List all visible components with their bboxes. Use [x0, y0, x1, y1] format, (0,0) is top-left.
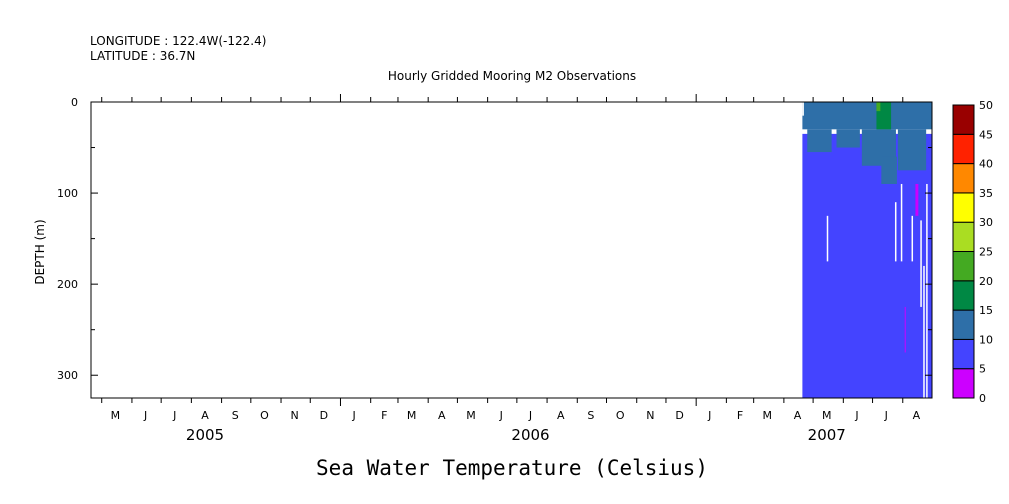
data-block-10 — [904, 306, 906, 353]
plot-frame — [90, 101, 933, 399]
colorbar-swatch — [952, 280, 975, 311]
month-label: N — [646, 409, 654, 422]
data-gap-6 — [923, 265, 925, 398]
data-block-3 — [836, 129, 860, 148]
month-label: A — [201, 409, 209, 422]
month-label: M — [407, 409, 417, 422]
colorbar: 0 5 10 15 20 25 30 35 40 45 50 — [952, 99, 993, 405]
colorbar-swatch — [952, 192, 975, 223]
month-label: M — [763, 409, 773, 422]
month-label: J — [528, 409, 532, 422]
year-label: 2007 — [808, 426, 846, 444]
data-block-2 — [807, 129, 832, 153]
data-gap-5 — [920, 220, 922, 307]
data-block-6 — [897, 129, 927, 171]
colorbar-level-label: 0 — [979, 392, 986, 405]
data-gap-3 — [900, 183, 903, 262]
month-label: F — [381, 409, 387, 422]
colorbar-level-label: 5 — [979, 363, 986, 376]
month-label: M — [466, 409, 476, 422]
month-label: F — [737, 409, 743, 422]
longitude-label: LONGITUDE : 122.4W(-122.4) — [90, 34, 266, 48]
colorbar-level-label: 10 — [979, 333, 993, 346]
data-block-1 — [802, 102, 932, 130]
data-layer — [802, 102, 932, 398]
month-label: J — [351, 409, 355, 422]
colorbar-level-label: 20 — [979, 275, 993, 288]
colorbar-level-label: 25 — [979, 246, 993, 259]
data-gap-4 — [911, 215, 914, 262]
month-label: J — [499, 409, 503, 422]
month-label: S — [232, 409, 239, 422]
colorbar-swatch — [952, 221, 975, 252]
month-label: O — [616, 409, 625, 422]
colorbar-level-label: 45 — [979, 128, 993, 141]
colorbar-swatch — [952, 368, 975, 399]
month-label: A — [794, 409, 802, 422]
data-gap-0 — [802, 102, 804, 116]
month-label: J — [884, 409, 888, 422]
y-tick-label: 300 — [57, 369, 78, 382]
data-gap-2 — [894, 202, 897, 262]
year-label: 2006 — [511, 426, 549, 444]
month-label: A — [438, 409, 446, 422]
month-label: J — [707, 409, 711, 422]
month-label: S — [587, 409, 594, 422]
y-tick-label: 200 — [57, 278, 78, 291]
y-axis: 0 100 200 300 — [57, 96, 932, 382]
y-axis-label: DEPTH (m) — [33, 219, 47, 284]
month-label: N — [291, 409, 299, 422]
colorbar-swatch — [952, 133, 975, 165]
variable-label: Sea Water Temperature (Celsius) — [316, 456, 708, 480]
month-label: D — [675, 409, 683, 422]
month-label: J — [143, 409, 147, 422]
year-label: 2005 — [186, 426, 224, 444]
month-label: A — [913, 409, 921, 422]
x-axis: M J J A S O N D J F M A M J J A S O N D J F M A M J J A 2005 2006 2007 — [101, 94, 921, 444]
colorbar-level-label: 30 — [979, 216, 993, 229]
y-tick-label: 100 — [57, 187, 78, 200]
colorbar-swatch — [952, 338, 975, 370]
month-label: J — [172, 409, 176, 422]
y-tick-label: 0 — [71, 96, 78, 109]
month-label: M — [111, 409, 121, 422]
data-block-0 — [802, 133, 932, 398]
colorbar-level-label: 15 — [979, 304, 993, 317]
month-label: J — [854, 409, 858, 422]
latitude-label: LATITUDE : 36.7N — [90, 49, 195, 63]
colorbar-level-label: 35 — [979, 187, 993, 200]
month-label: A — [557, 409, 565, 422]
colorbar-swatch — [952, 251, 975, 282]
colorbar-swatch — [952, 104, 975, 135]
month-label: O — [260, 409, 269, 422]
data-block-9 — [915, 183, 919, 216]
month-label: M — [822, 409, 832, 422]
colorbar-level-label: 50 — [979, 99, 993, 112]
month-label: D — [320, 409, 328, 422]
colorbar-level-label: 40 — [979, 158, 993, 171]
data-gap-7 — [926, 183, 928, 398]
colorbar-swatch — [952, 163, 975, 194]
chart-title: Hourly Gridded Mooring M2 Observations — [388, 69, 636, 83]
data-block-5 — [881, 156, 897, 184]
data-gap-1 — [826, 215, 829, 262]
data-block-8 — [876, 102, 881, 112]
colorbar-swatch — [952, 309, 975, 340]
